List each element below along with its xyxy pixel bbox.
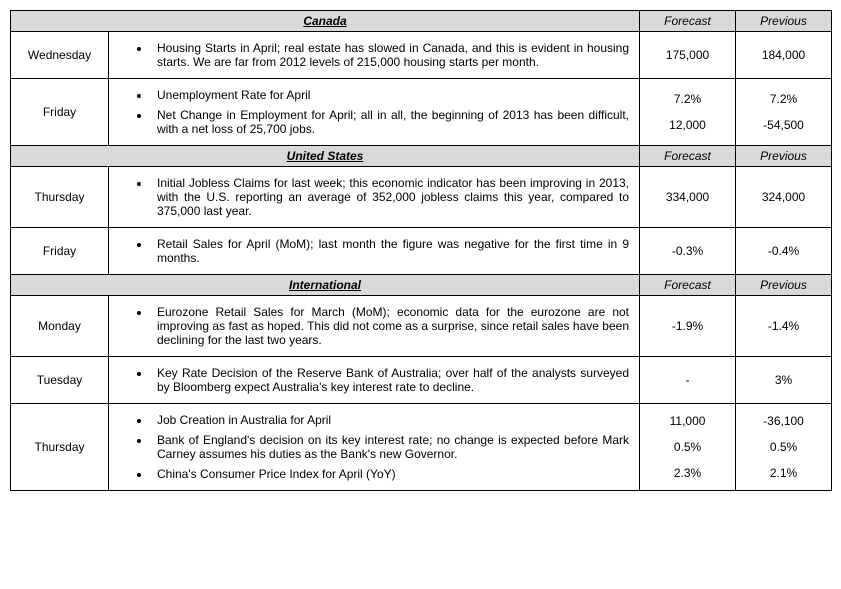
- forecast-header: Forecast: [640, 11, 736, 32]
- previous-value: 7.2%: [738, 86, 829, 112]
- description-item: Unemployment Rate for April: [151, 85, 629, 105]
- day-cell: Monday: [11, 296, 109, 357]
- region-header: United States: [11, 146, 640, 167]
- description-cell: Initial Jobless Claims for last week; th…: [109, 167, 640, 228]
- forecast-cell: 175,000: [640, 32, 736, 79]
- day-cell: Wednesday: [11, 32, 109, 79]
- description-item: Key Rate Decision of the Reserve Bank of…: [151, 363, 629, 397]
- previous-header: Previous: [736, 146, 832, 167]
- section-header-row: CanadaForecastPrevious: [11, 11, 832, 32]
- forecast-value: 175,000: [642, 42, 733, 68]
- description-list: Job Creation in Australia for AprilBank …: [113, 410, 629, 484]
- table-row: ThursdayJob Creation in Australia for Ap…: [11, 404, 832, 491]
- description-cell: Key Rate Decision of the Reserve Bank of…: [109, 357, 640, 404]
- forecast-cell: 7.2%12,000: [640, 79, 736, 146]
- table-row: Tuesday Key Rate Decision of the Reserve …: [11, 357, 832, 404]
- previous-cell: -0.4%: [736, 228, 832, 275]
- forecast-value: 0.5%: [642, 434, 733, 460]
- day-cell: Thursday: [11, 167, 109, 228]
- table-row: Thursday Initial Jobless Claims for last …: [11, 167, 832, 228]
- region-header: International: [11, 275, 640, 296]
- previous-value: -54,500: [738, 112, 829, 138]
- description-list: Eurozone Retail Sales for March (MoM); e…: [113, 302, 629, 350]
- previous-cell: -36,1000.5%2.1%: [736, 404, 832, 491]
- day-cell: Tuesday: [11, 357, 109, 404]
- description-list: Retail Sales for April (MoM); last month…: [113, 234, 629, 268]
- day-cell: Thursday: [11, 404, 109, 491]
- forecast-value: -: [642, 367, 733, 393]
- previous-value: 324,000: [738, 184, 829, 210]
- forecast-header: Forecast: [640, 146, 736, 167]
- forecast-value: 334,000: [642, 184, 733, 210]
- description-list: Unemployment Rate for AprilNet Change in…: [113, 85, 629, 139]
- forecast-cell: -: [640, 357, 736, 404]
- region-header: Canada: [11, 11, 640, 32]
- previous-cell: 184,000: [736, 32, 832, 79]
- forecast-cell: 334,000: [640, 167, 736, 228]
- table-row: Monday Eurozone Retail Sales for March (M…: [11, 296, 832, 357]
- previous-header: Previous: [736, 275, 832, 296]
- previous-cell: 3%: [736, 357, 832, 404]
- table-row: FridayUnemployment Rate for AprilNet Cha…: [11, 79, 832, 146]
- description-item: Eurozone Retail Sales for March (MoM); e…: [151, 302, 629, 350]
- forecast-value: -1.9%: [642, 313, 733, 339]
- forecast-value: 12,000: [642, 112, 733, 138]
- forecast-value: 11,000: [642, 408, 733, 434]
- description-list: Housing Starts in April; real estate has…: [113, 38, 629, 72]
- previous-value: -36,100: [738, 408, 829, 434]
- previous-value: 2.1%: [738, 460, 829, 486]
- table-row: Friday Retail Sales for April (MoM); last…: [11, 228, 832, 275]
- forecast-cell: -0.3%: [640, 228, 736, 275]
- description-cell: Retail Sales for April (MoM); last month…: [109, 228, 640, 275]
- description-item: Initial Jobless Claims for last week; th…: [151, 173, 629, 221]
- forecast-cell: 11,0000.5%2.3%: [640, 404, 736, 491]
- forecast-cell: -1.9%: [640, 296, 736, 357]
- day-cell: Friday: [11, 228, 109, 275]
- table-row: Wednesday Housing Starts in April; real e…: [11, 32, 832, 79]
- previous-cell: 7.2%-54,500: [736, 79, 832, 146]
- section-header-row: United StatesForecastPrevious: [11, 146, 832, 167]
- previous-value: 0.5%: [738, 434, 829, 460]
- description-cell: Housing Starts in April; real estate has…: [109, 32, 640, 79]
- forecast-value: -0.3%: [642, 238, 733, 264]
- forecast-header: Forecast: [640, 275, 736, 296]
- forecast-value: 2.3%: [642, 460, 733, 486]
- description-item: Housing Starts in April; real estate has…: [151, 38, 629, 72]
- previous-header: Previous: [736, 11, 832, 32]
- forecast-value: 7.2%: [642, 86, 733, 112]
- previous-value: -1.4%: [738, 313, 829, 339]
- description-item: Bank of England's decision on its key in…: [151, 430, 629, 464]
- previous-value: 184,000: [738, 42, 829, 68]
- description-cell: Job Creation in Australia for AprilBank …: [109, 404, 640, 491]
- description-item: Retail Sales for April (MoM); last month…: [151, 234, 629, 268]
- day-cell: Friday: [11, 79, 109, 146]
- description-item: China's Consumer Price Index for April (…: [151, 464, 629, 484]
- description-item: Net Change in Employment for April; all …: [151, 105, 629, 139]
- description-list: Initial Jobless Claims for last week; th…: [113, 173, 629, 221]
- economic-calendar-table: CanadaForecastPreviousWednesdayHousing S…: [10, 10, 832, 491]
- section-header-row: InternationalForecastPrevious: [11, 275, 832, 296]
- previous-cell: -1.4%: [736, 296, 832, 357]
- previous-value: 3%: [738, 367, 829, 393]
- description-cell: Unemployment Rate for AprilNet Change in…: [109, 79, 640, 146]
- previous-value: -0.4%: [738, 238, 829, 264]
- description-list: Key Rate Decision of the Reserve Bank of…: [113, 363, 629, 397]
- description-item: Job Creation in Australia for April: [151, 410, 629, 430]
- description-cell: Eurozone Retail Sales for March (MoM); e…: [109, 296, 640, 357]
- previous-cell: 324,000: [736, 167, 832, 228]
